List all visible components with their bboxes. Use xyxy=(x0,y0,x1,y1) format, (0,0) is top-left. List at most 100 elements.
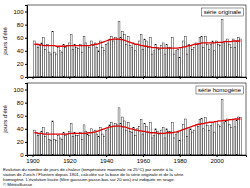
bar xyxy=(116,39,118,77)
bar xyxy=(151,54,153,77)
bar xyxy=(208,131,210,155)
bar xyxy=(41,43,43,77)
tick-mark xyxy=(106,77,107,79)
tick xyxy=(180,77,181,79)
tick-label: 60 xyxy=(17,35,24,41)
bar xyxy=(63,133,65,155)
bar xyxy=(216,41,218,77)
bar xyxy=(175,51,177,77)
bar xyxy=(219,126,221,155)
bar xyxy=(240,118,242,155)
bar xyxy=(96,134,98,155)
bar xyxy=(41,131,43,155)
bar xyxy=(142,134,144,155)
tick-mark xyxy=(25,155,27,156)
bar xyxy=(114,124,116,155)
bar xyxy=(229,124,231,155)
bar xyxy=(72,137,74,155)
plot-area xyxy=(33,19,241,77)
x-axis xyxy=(28,77,247,79)
bar xyxy=(159,50,161,77)
tick-mark xyxy=(25,142,27,143)
bar xyxy=(61,52,63,77)
tick: 60 xyxy=(17,35,27,41)
bar xyxy=(164,138,166,155)
bar xyxy=(212,41,214,77)
plot-frame xyxy=(27,83,246,155)
tick-label: 1920 xyxy=(63,158,77,164)
bar xyxy=(125,130,127,155)
bar xyxy=(153,51,155,77)
legend-box xyxy=(202,8,244,16)
bar xyxy=(56,54,58,77)
bar xyxy=(81,139,83,155)
smoothed-line xyxy=(34,39,240,48)
bar xyxy=(223,43,225,77)
bar xyxy=(227,119,229,155)
bar xyxy=(135,135,137,155)
legend-box xyxy=(196,86,244,94)
bar xyxy=(76,135,78,155)
bar xyxy=(195,125,197,155)
bar xyxy=(148,48,150,77)
bar xyxy=(230,128,232,155)
tick: 20 xyxy=(17,139,27,145)
bar xyxy=(155,44,157,77)
tick: 100 xyxy=(13,9,27,15)
bar xyxy=(195,43,197,77)
tick-label: 20 xyxy=(17,61,24,67)
bar xyxy=(129,131,131,155)
bar xyxy=(212,122,214,155)
bar xyxy=(105,130,107,155)
bar xyxy=(100,128,102,155)
bar xyxy=(206,44,208,77)
bar xyxy=(232,39,234,77)
figure: 020406080100jours d'étésérie originale02… xyxy=(0,0,250,188)
tick-mark xyxy=(25,38,27,39)
bar xyxy=(194,48,196,77)
bar xyxy=(168,48,170,77)
chart-svg: 020406080100jours d'étésérie originale02… xyxy=(0,0,250,188)
bar xyxy=(214,51,216,77)
bar xyxy=(98,51,100,77)
bar xyxy=(216,122,218,155)
bar xyxy=(122,117,124,155)
bar xyxy=(188,128,190,155)
bar xyxy=(166,44,168,77)
legend-entry: série homogène xyxy=(198,87,242,93)
tick: 2000 xyxy=(210,155,224,164)
bar xyxy=(54,139,56,155)
tick-label: 1900 xyxy=(26,158,40,164)
bar xyxy=(68,131,70,155)
tick: 1900 xyxy=(26,155,40,164)
tick: 80 xyxy=(17,100,27,106)
bar xyxy=(184,119,186,155)
bar xyxy=(48,52,50,77)
bar xyxy=(114,38,116,77)
bar xyxy=(68,43,70,77)
plot-frame xyxy=(27,5,246,77)
bar xyxy=(170,48,172,77)
bar xyxy=(122,31,124,77)
axis-line xyxy=(25,6,28,78)
bar xyxy=(103,137,105,155)
bar xyxy=(54,52,56,77)
bar xyxy=(157,48,159,77)
bar xyxy=(177,50,179,77)
bar xyxy=(50,54,52,77)
bar xyxy=(76,48,78,77)
tick-mark xyxy=(217,155,218,157)
bar xyxy=(85,43,87,77)
bar xyxy=(111,36,113,77)
bar xyxy=(44,50,46,77)
tick-mark xyxy=(25,129,27,130)
bar xyxy=(96,48,98,77)
bar xyxy=(188,44,190,77)
tick: 1980 xyxy=(174,155,188,164)
bar xyxy=(227,39,229,77)
tick-mark xyxy=(25,12,27,13)
tick-mark xyxy=(33,77,34,79)
bar xyxy=(153,135,155,155)
bar xyxy=(197,44,199,77)
bar xyxy=(146,126,148,155)
